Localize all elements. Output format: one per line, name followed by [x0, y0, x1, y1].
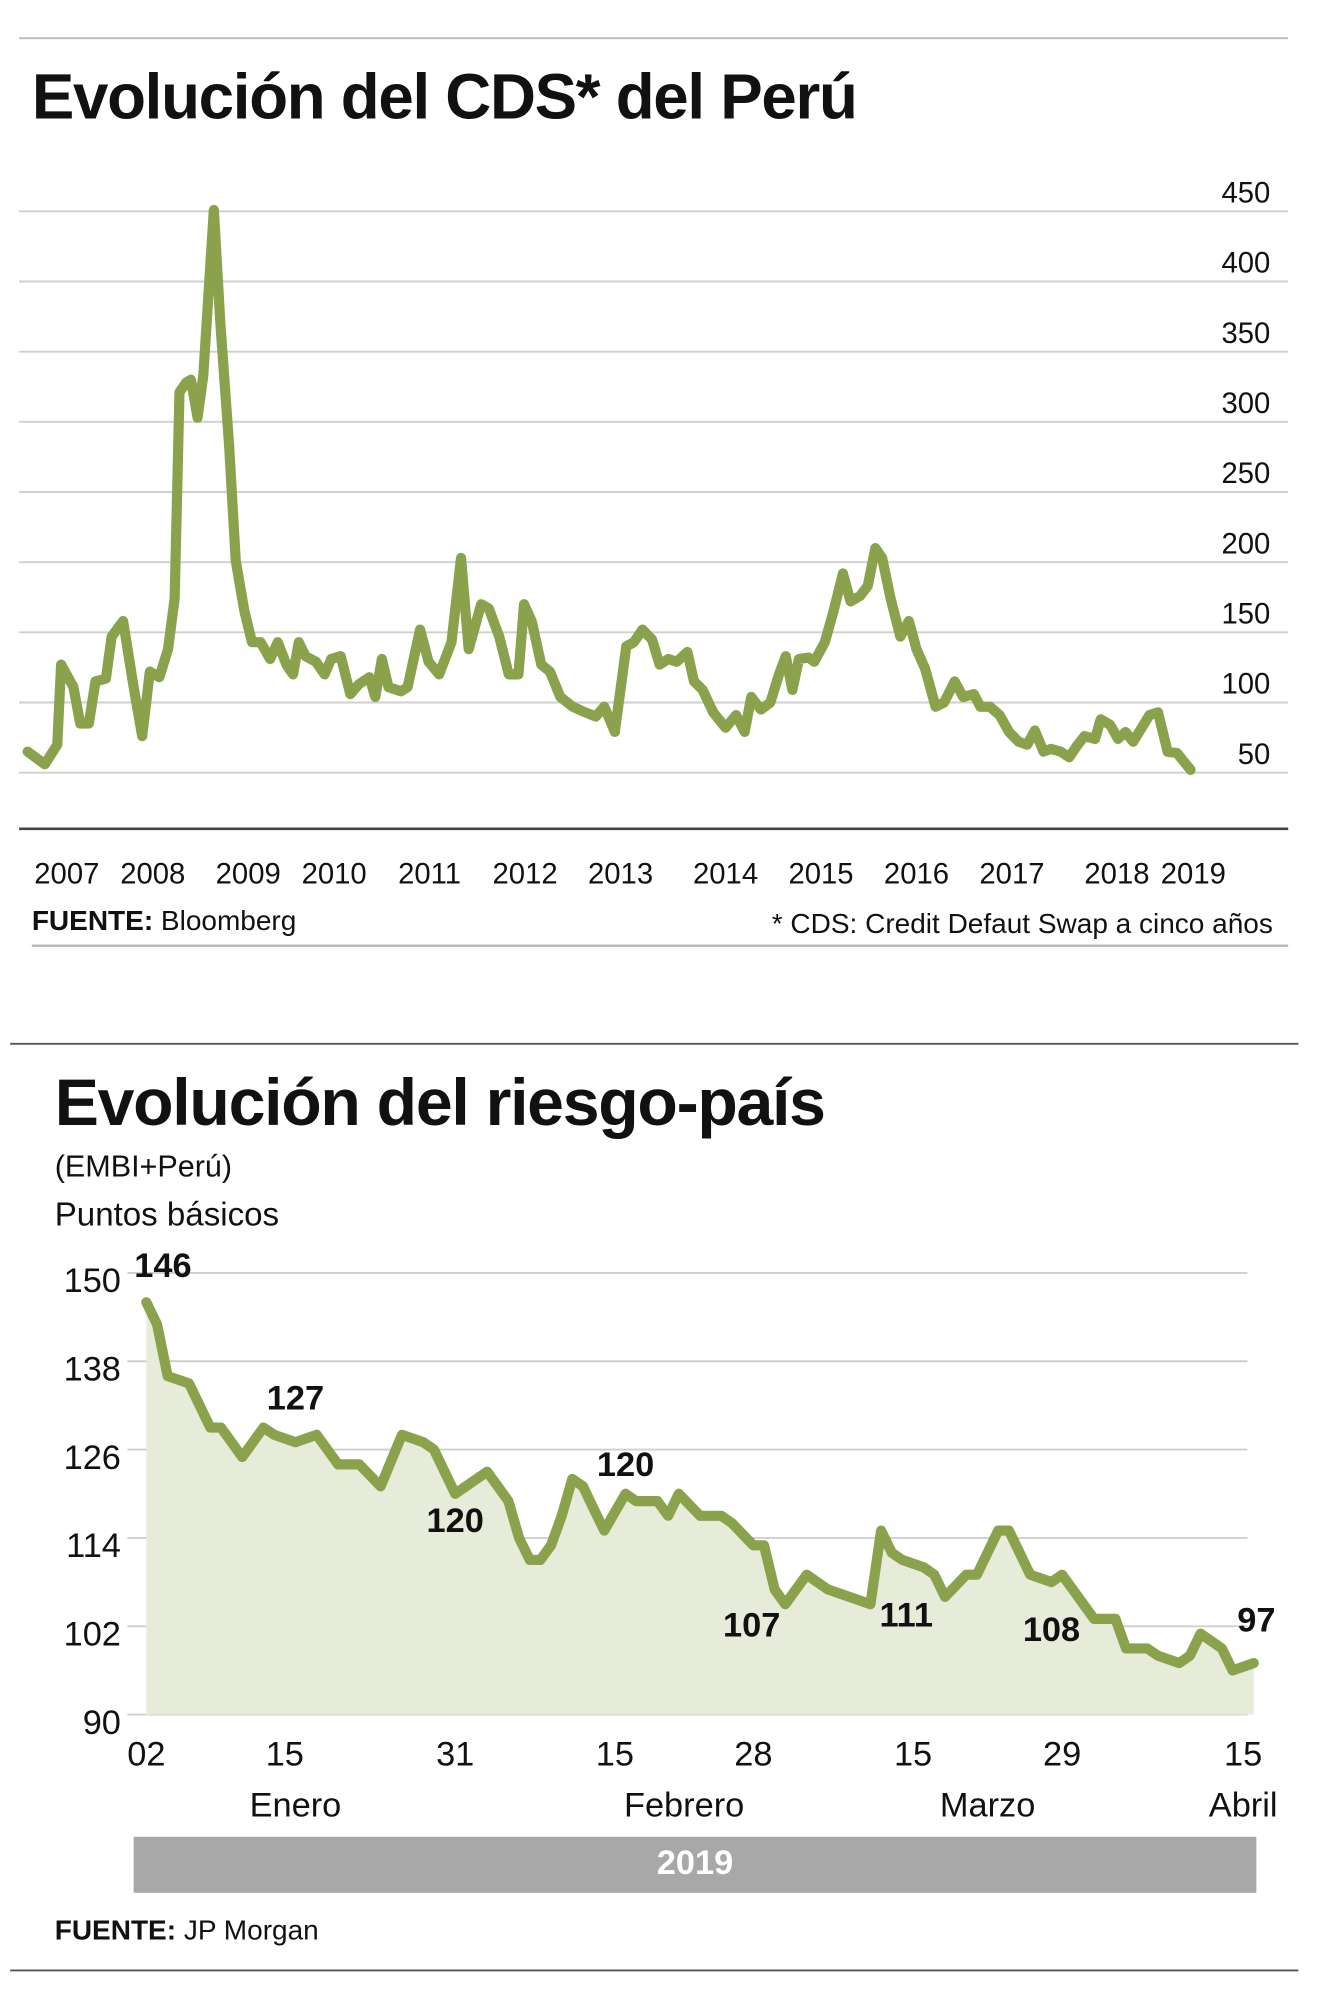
data-label: 108 — [1023, 1611, 1080, 1649]
y-axis-label: Puntos básicos — [55, 1197, 279, 1234]
source-name: Bloomberg — [161, 905, 296, 936]
y-tick-label: 150 — [64, 1262, 121, 1300]
x-tick-label: 15 — [894, 1736, 932, 1774]
x-tick-label: 2015 — [788, 858, 853, 890]
source-name: JP Morgan — [184, 1915, 319, 1946]
x-tick-label: 2013 — [588, 858, 653, 890]
data-label: 111 — [879, 1596, 933, 1634]
data-label: 120 — [597, 1446, 654, 1484]
x-tick-label: 31 — [436, 1736, 474, 1774]
x-tick-label: 2017 — [979, 858, 1044, 890]
data-label: 146 — [134, 1247, 191, 1285]
y-tick-label: 300 — [1222, 388, 1271, 420]
y-tick-label: 350 — [1222, 318, 1271, 350]
x-tick-label: 15 — [1224, 1736, 1262, 1774]
x-tick-label: 2010 — [302, 858, 367, 890]
year-label: 2019 — [657, 1844, 733, 1882]
chart-title: Evolución del CDS* del Perú — [32, 62, 857, 133]
x-tick-label: 2014 — [693, 858, 758, 890]
data-label: 120 — [427, 1502, 484, 1540]
y-tick-label: 250 — [1222, 458, 1271, 490]
month-label: Febrero — [624, 1787, 744, 1825]
line — [141, 1297, 1259, 1676]
y-tick-label: 200 — [1222, 528, 1271, 560]
y-tick-label: 50 — [1238, 739, 1271, 771]
y-tick-label: 400 — [1222, 248, 1271, 280]
chart-subtitle: (EMBI+Perú) — [55, 1150, 232, 1184]
y-tick-label: 114 — [66, 1527, 121, 1565]
data-label: 127 — [267, 1379, 324, 1417]
x-tick-label: 2009 — [216, 858, 281, 890]
data-label: 97 — [1237, 1601, 1275, 1639]
x-tick-label: 02 — [127, 1736, 165, 1774]
source-label: FUENTE: — [55, 1915, 176, 1946]
area — [146, 1302, 1254, 1715]
x-tick-label: 2018 — [1084, 858, 1149, 890]
x-tick-label: 15 — [266, 1736, 304, 1774]
y-tick-label: 138 — [64, 1351, 121, 1389]
y-tick-label: 150 — [1222, 599, 1271, 631]
x-tick-label: 2008 — [120, 858, 185, 890]
y-tick-label: 100 — [1222, 669, 1271, 701]
source-label: FUENTE: — [32, 905, 153, 936]
y-tick-label: 126 — [64, 1439, 121, 1477]
line — [22, 204, 1196, 775]
y-tick-label: 450 — [1222, 178, 1271, 210]
data-label: 107 — [723, 1607, 780, 1645]
chart-title: Evolución del riesgo-país — [55, 1066, 825, 1140]
source: FUENTE: Bloomberg — [32, 905, 297, 936]
footnote: * CDS: Credit Defaut Swap a cinco años — [772, 908, 1273, 939]
source: FUENTE: JP Morgan — [55, 1915, 319, 1946]
y-tick-label: 102 — [64, 1616, 121, 1654]
x-tick-label: 2011 — [398, 858, 461, 890]
month-label: Enero — [250, 1787, 342, 1825]
month-label: Marzo — [940, 1787, 1035, 1825]
x-tick-label: 29 — [1043, 1736, 1081, 1774]
month-label: Abril — [1209, 1787, 1278, 1825]
x-tick-label: 2007 — [34, 858, 99, 890]
x-tick-label: 2012 — [493, 858, 558, 890]
x-tick-label: 2016 — [884, 858, 949, 890]
x-tick-label: 28 — [734, 1736, 772, 1774]
y-tick-label: 90 — [83, 1704, 121, 1742]
x-tick-label: 2019 — [1161, 858, 1226, 890]
year-band — [133, 1836, 1257, 1893]
x-tick-label: 15 — [596, 1736, 634, 1774]
